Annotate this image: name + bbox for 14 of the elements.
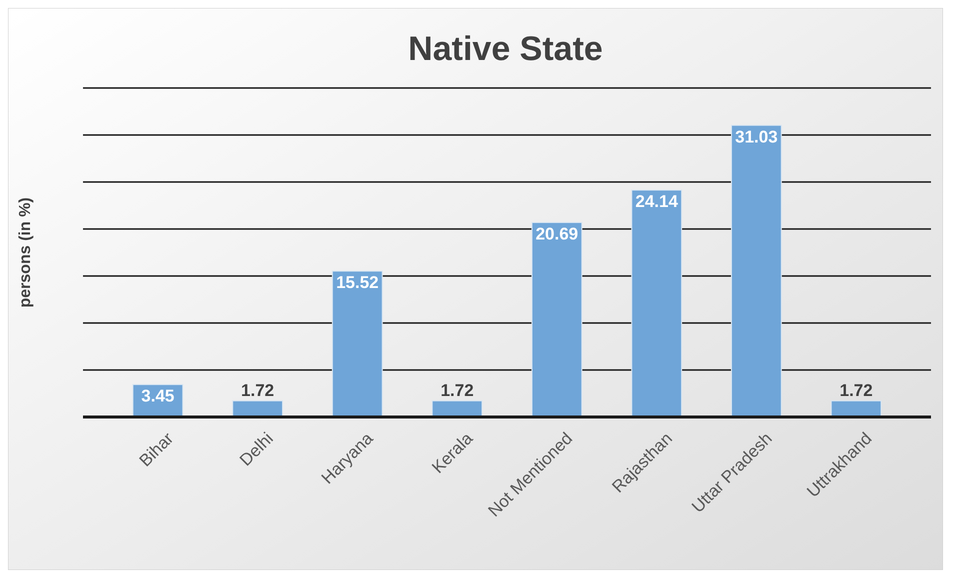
y-axis-title: persons (in %) (17, 197, 34, 308)
bar (730, 124, 782, 418)
bar (332, 270, 383, 418)
data-label: 1.72 (840, 380, 873, 400)
data-label: 20.69 (536, 224, 578, 244)
data-label: 15.52 (336, 273, 379, 292)
bar (631, 190, 682, 418)
bar (531, 222, 582, 418)
data-label: 1.72 (440, 380, 474, 400)
data-label: 24.14 (635, 192, 678, 212)
chart-title: Native State (408, 30, 603, 68)
data-label: 3.45 (141, 386, 174, 406)
data-label: 31.03 (735, 127, 778, 146)
data-label: 1.72 (241, 380, 274, 400)
